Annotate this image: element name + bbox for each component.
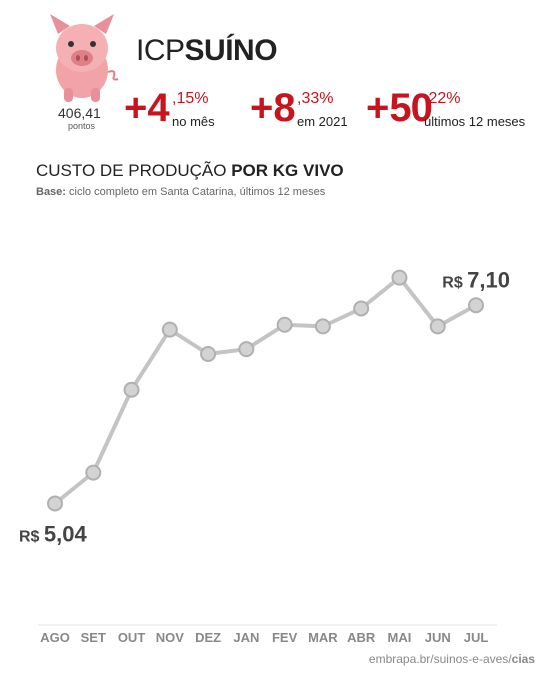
x-tick-label: JUN — [425, 630, 451, 645]
stat-caption: no mês — [172, 114, 215, 129]
stat-caption: últimos 12 meses — [424, 114, 526, 129]
stat-integer: 50 — [389, 86, 432, 130]
x-tick-label: ABR — [347, 630, 376, 645]
series-line — [53, 275, 477, 506]
title-main: SUÍNO — [184, 34, 278, 67]
stat-integer: 8 — [273, 86, 295, 130]
points-value: 406,41 — [58, 105, 101, 121]
data-point-out — [123, 381, 140, 398]
title-prefix: ICP — [136, 34, 185, 67]
data-point-mai — [391, 269, 408, 286]
chart-heading: CUSTO DE PRODUÇÃO POR KG VIVO — [36, 161, 344, 181]
chart-base-note: Base: ciclo completo em Santa Catarina, … — [36, 186, 325, 198]
data-point-dez — [200, 346, 217, 362]
stat-year: +8 ,33% em 2021 — [250, 86, 348, 131]
pig-icon — [50, 14, 119, 102]
stat-sign: + — [366, 86, 390, 130]
page-title: ICPSUÍNO — [136, 34, 278, 68]
footer-bold: cias — [511, 652, 535, 666]
points-unit: pontos — [68, 121, 96, 131]
x-tick-label: AGO — [40, 630, 70, 645]
data-point-jun — [429, 318, 446, 335]
data-point-abr — [353, 300, 370, 317]
stat-caption: em 2021 — [297, 114, 348, 129]
x-tick-label: JAN — [233, 630, 259, 645]
stat-integer: 4 — [147, 86, 169, 130]
data-point-mar — [314, 318, 331, 335]
x-tick-label: JUL — [464, 630, 489, 645]
x-tick-label: NOV — [156, 630, 185, 645]
stat-decimal: ,15% — [172, 90, 209, 107]
footer-text: embrapa.br/suinos-e-aves/ — [368, 652, 512, 666]
footer-credit: embrapa.br/suinos-e-aves/cias — [369, 652, 535, 666]
stat-month: +4 ,15% no mês — [124, 86, 215, 131]
stat-sign: + — [250, 86, 274, 130]
data-point-fev — [276, 316, 293, 333]
stat-decimal: ,33% — [297, 90, 334, 107]
data-point-nov — [161, 321, 178, 338]
chart-base-text: ciclo completo em Santa Catarina, último… — [65, 186, 326, 198]
chart-heading-bold: POR KG VIVO — [231, 161, 344, 180]
stat-12-months: +50 ,22% últimos 12 meses — [366, 86, 525, 131]
data-point-jan — [238, 341, 255, 358]
data-label: R$ 5,04 — [19, 522, 87, 547]
data-point-set — [85, 464, 102, 481]
data-label: R$ 7,10 — [442, 267, 510, 292]
chart-heading-normal: CUSTO DE PRODUÇÃO — [36, 161, 232, 180]
x-tick-label: SET — [81, 630, 106, 645]
x-tick-label: DEZ — [195, 630, 221, 645]
x-tick-label: FEV — [272, 630, 298, 645]
stat-decimal: ,22% — [424, 90, 461, 107]
x-tick-label: MAI — [388, 630, 412, 645]
x-tick-label: MAR — [308, 630, 338, 645]
chart-base-label: Base: — [36, 186, 66, 198]
stat-sign: + — [124, 86, 148, 130]
data-point-jul — [468, 297, 484, 314]
x-tick-label: OUT — [118, 630, 146, 645]
data-point-ago — [47, 495, 63, 512]
